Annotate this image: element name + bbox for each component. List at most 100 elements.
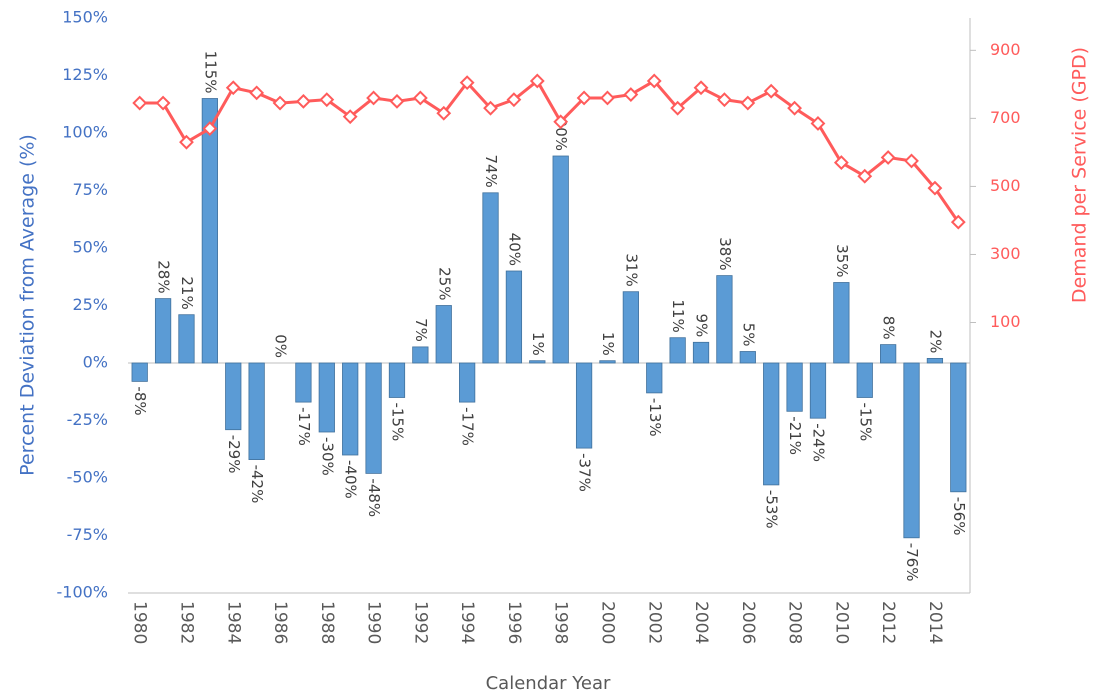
data-label: -24% <box>809 423 827 462</box>
bar <box>365 362 382 474</box>
data-label: 28% <box>155 260 173 293</box>
data-label: 0% <box>272 334 290 358</box>
bar <box>412 346 429 364</box>
line-marker <box>646 73 662 89</box>
line-marker <box>249 85 265 101</box>
bar <box>295 362 312 403</box>
x-tick-label: 2014 <box>925 601 945 644</box>
data-label: 25% <box>435 267 453 300</box>
data-label: 31% <box>622 253 640 286</box>
data-label: -13% <box>646 398 664 437</box>
data-label: -17% <box>295 407 313 446</box>
x-tick-label: 2002 <box>644 601 664 644</box>
line-marker <box>272 95 288 111</box>
data-label: -15% <box>388 403 406 442</box>
data-label: -40% <box>342 460 360 499</box>
data-label: 90% <box>552 118 570 151</box>
data-label: 5% <box>739 323 757 347</box>
line-marker <box>225 80 241 96</box>
x-tick-label: 1988 <box>317 601 337 644</box>
line-marker <box>740 95 756 111</box>
bar <box>786 362 803 412</box>
line-marker <box>717 92 732 108</box>
data-label: -48% <box>365 478 383 517</box>
x-tick-label: 2006 <box>738 601 758 644</box>
bar <box>225 362 242 431</box>
line-marker <box>506 92 522 108</box>
bar <box>622 291 639 364</box>
line-marker <box>132 95 148 111</box>
x-tick-label: 1982 <box>176 601 196 644</box>
line-marker <box>693 80 709 96</box>
bar <box>505 270 523 364</box>
data-label: -53% <box>763 490 781 529</box>
x-tick-label: 1992 <box>410 601 430 644</box>
line-marker <box>857 168 873 184</box>
data-label: 115% <box>201 51 219 94</box>
bar <box>318 362 335 433</box>
bar <box>178 314 195 364</box>
bar <box>435 305 452 364</box>
x-tick-label: 2004 <box>691 601 711 644</box>
data-label: 21% <box>178 276 196 309</box>
line-marker <box>389 93 405 109</box>
bar <box>669 337 686 364</box>
line-marker <box>529 73 545 89</box>
data-label: 74% <box>482 154 500 187</box>
data-label: -8% <box>131 386 149 415</box>
y-tick-label: 125% <box>62 65 108 84</box>
x-tick-label: 1986 <box>270 601 290 644</box>
x-tick-label: 2008 <box>785 601 805 644</box>
line-marker <box>483 100 498 116</box>
x-tick-label: 2010 <box>831 601 851 644</box>
bar <box>131 362 148 382</box>
bar <box>342 362 359 456</box>
bar <box>646 362 663 394</box>
bar <box>388 362 406 398</box>
line <box>139 78 960 223</box>
x-tick-label: 2000 <box>597 601 617 644</box>
bar <box>833 282 850 364</box>
bar <box>248 362 265 460</box>
y-tick-label: -25% <box>67 410 108 429</box>
line-marker <box>880 150 896 165</box>
y-tick-label: -100% <box>56 583 108 602</box>
bar <box>763 362 780 486</box>
line-marker <box>950 214 966 230</box>
bar <box>716 275 733 364</box>
bar <box>201 98 218 364</box>
bar <box>903 362 920 539</box>
data-label: -42% <box>248 465 266 504</box>
bar <box>154 298 172 364</box>
y-tick-label: -75% <box>67 525 108 544</box>
data-label: -15% <box>856 403 874 442</box>
line-marker <box>763 83 779 99</box>
y-axis-title: Percent Deviation from Average (%) <box>17 134 39 476</box>
line-marker <box>179 134 194 150</box>
bar <box>552 155 569 364</box>
data-label: 38% <box>716 237 734 270</box>
line-marker <box>600 90 615 106</box>
line-marker <box>927 180 943 196</box>
bar <box>575 362 593 449</box>
line-marker <box>342 109 358 125</box>
line-marker <box>787 100 802 116</box>
y-tick-label: 100% <box>62 123 108 142</box>
bar <box>692 341 710 364</box>
bar <box>856 362 873 398</box>
bar <box>809 362 827 419</box>
bar <box>880 344 897 364</box>
x-tick-label: 1990 <box>364 601 384 644</box>
bar <box>529 360 546 364</box>
y-tick-label: 150% <box>62 8 108 27</box>
data-label: 1% <box>599 332 617 356</box>
data-label: 40% <box>505 233 523 266</box>
bar <box>739 351 756 364</box>
data-label: 7% <box>412 318 430 342</box>
data-label: -17% <box>459 407 477 446</box>
line-marker <box>810 116 826 131</box>
data-label: 8% <box>880 316 898 340</box>
line-marker <box>155 95 171 111</box>
